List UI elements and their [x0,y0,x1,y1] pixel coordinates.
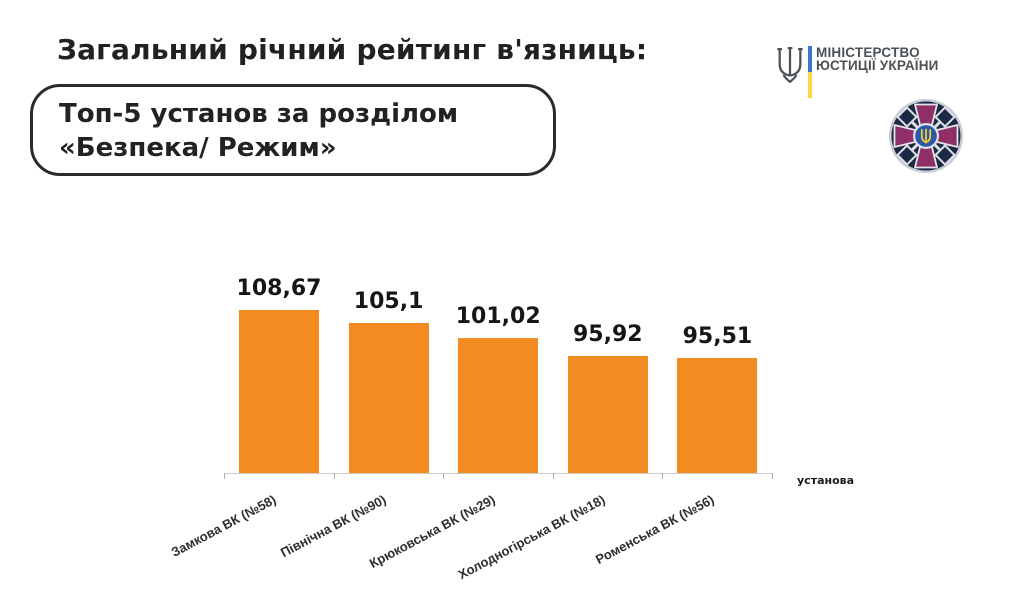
bar-value-label: 105,1 [353,288,424,314]
subtitle-box: Топ-5 установ за розділом «Безпека/ Режи… [30,84,556,176]
x-axis-tick [662,473,664,479]
x-axis-label: установа [797,474,855,487]
x-axis-tick [333,473,335,479]
page-title: Загальний річний рейтинг в'язниць: [57,33,648,66]
ministry-name-line-2: ЮСТИЦІЇ УКРАЇНИ [816,57,939,73]
ukraine-flag-bar-icon [808,46,812,98]
bar [677,357,758,473]
flag-yellow-stripe [808,72,812,98]
x-axis-tick [443,473,445,479]
bar-value-label: 108,67 [236,275,322,301]
x-axis-tick [224,473,225,479]
x-axis-tick [772,473,773,479]
bar [458,337,539,473]
bar [567,356,648,473]
bar-value-label: 95,92 [573,322,643,348]
trident-icon [777,47,803,83]
flag-blue-stripe [808,46,812,72]
ministry-name: МІНІСТЕРСТВО ЮСТИЦІЇ УКРАЇНИ [816,45,939,73]
bar [239,309,319,473]
penitentiary-service-emblem-icon [889,99,963,173]
bar [348,322,429,473]
subtitle-line-2: «Безпека/ Режим» [59,133,337,163]
x-axis-tick [552,473,554,479]
bar-value-label: 95,51 [682,323,753,349]
subtitle-line-1: Топ-5 установ за розділом [59,99,459,129]
x-axis-line [224,473,772,474]
ministry-name-line-1: МІНІСТЕРСТВО [816,45,920,60]
bar-value-label: 101,02 [455,303,541,329]
